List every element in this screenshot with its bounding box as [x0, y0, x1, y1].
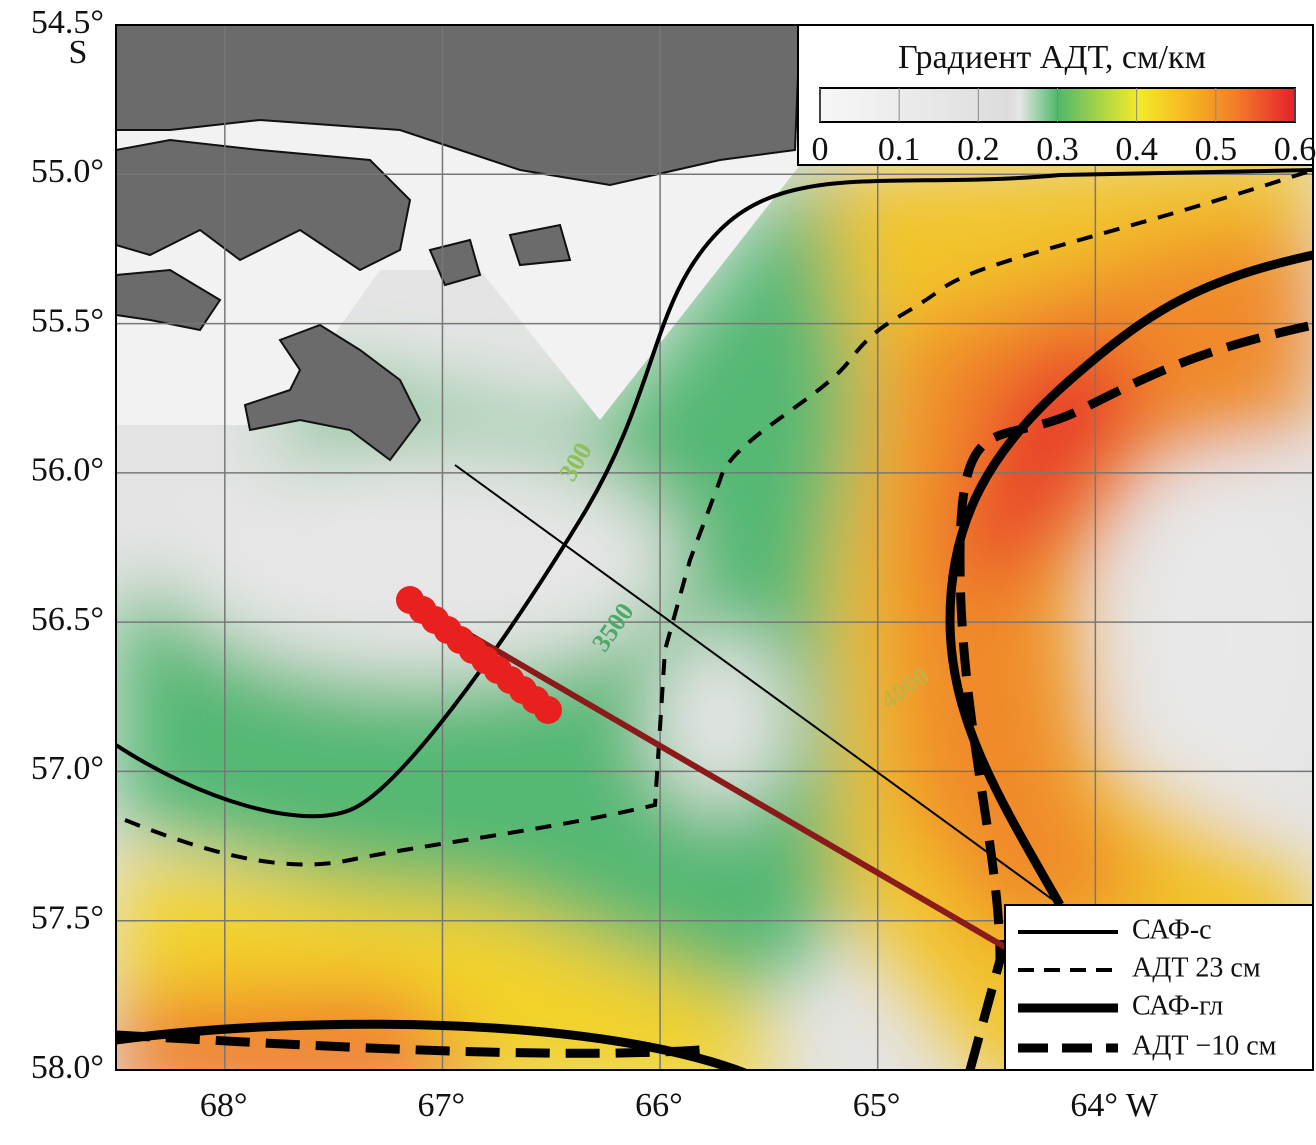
hemisphere-label: S	[69, 34, 88, 71]
field: 300 3500 4000	[116, 25, 1313, 1070]
colorbar-tick-label: 0.6	[1274, 131, 1316, 168]
y-tick-label: 56.5°	[31, 601, 104, 638]
y-tick-label: 54.5°	[31, 4, 104, 41]
front-adt-23	[124, 168, 1313, 867]
legend-label: АДТ 23 см	[1132, 952, 1261, 983]
legend-label: САФ-с	[1132, 914, 1212, 945]
x-tick-label: 68°	[200, 1087, 248, 1124]
colorbar-tick-label: 0.4	[1115, 131, 1158, 168]
y-tick-label: 57.5°	[31, 900, 104, 937]
transect-line	[454, 464, 1061, 906]
colorbar: Градиент АДТ, см/км 0 0.1 0.2 0.3 0.4 0.5 0.6	[797, 24, 1316, 168]
plot-frame	[115, 24, 1314, 1071]
colorbar-tick-label: 0	[812, 131, 829, 168]
y-tick-label: 55.5°	[31, 302, 104, 339]
front-saf-n	[116, 168, 1313, 819]
station	[534, 696, 562, 724]
colorbar-tick-label: 0.3	[1036, 131, 1079, 168]
y-tick-label: 56.0°	[31, 452, 104, 489]
x-tick-label: 67°	[417, 1087, 465, 1124]
colorbar-title: Градиент АДТ, см/км	[898, 39, 1206, 76]
x-tick-label: 66°	[635, 1087, 683, 1124]
front-adt-minus10	[116, 320, 1313, 1070]
x-tick-label: 64° W	[1070, 1087, 1158, 1124]
colorbar-tick-label: 0.2	[957, 131, 1000, 168]
y-tick-label: 57.0°	[31, 750, 104, 787]
ship-track	[408, 597, 1012, 953]
y-tick-label: 55.0°	[31, 153, 104, 190]
legend-label: САФ-гл	[1132, 990, 1223, 1021]
legend-label: АДТ −10 см	[1132, 1030, 1277, 1061]
legend: САФ-с АДТ 23 см САФ-гл АДТ −10 см	[1004, 904, 1314, 1071]
x-tick-label: 65°	[853, 1087, 901, 1124]
stations	[396, 586, 562, 724]
colorbar-tick-label: 0.1	[878, 131, 921, 168]
colorbar-tick-label: 0.5	[1195, 131, 1238, 168]
y-tick-label: 58.0°	[31, 1049, 104, 1086]
